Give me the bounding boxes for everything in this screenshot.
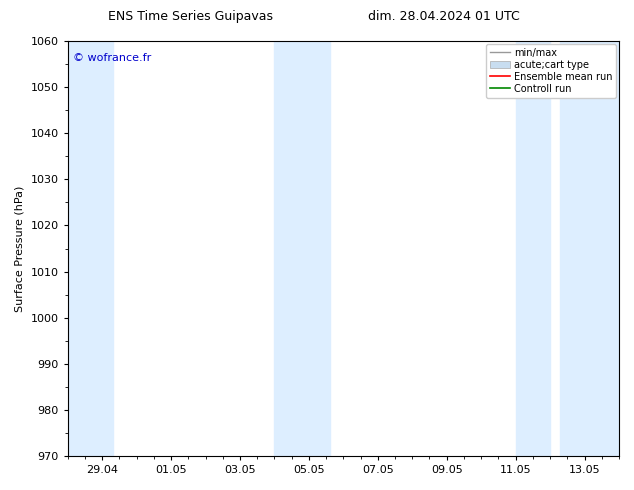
Bar xyxy=(68,41,112,456)
Bar xyxy=(275,41,330,456)
Text: dim. 28.04.2024 01 UTC: dim. 28.04.2024 01 UTC xyxy=(368,10,520,23)
Y-axis label: Surface Pressure (hPa): Surface Pressure (hPa) xyxy=(15,185,25,312)
Text: © wofrance.fr: © wofrance.fr xyxy=(73,53,152,64)
Bar xyxy=(560,41,619,456)
Text: ENS Time Series Guipavas: ENS Time Series Guipavas xyxy=(108,10,273,23)
Legend: min/max, acute;cart type, Ensemble mean run, Controll run: min/max, acute;cart type, Ensemble mean … xyxy=(486,44,616,98)
Bar xyxy=(515,41,550,456)
